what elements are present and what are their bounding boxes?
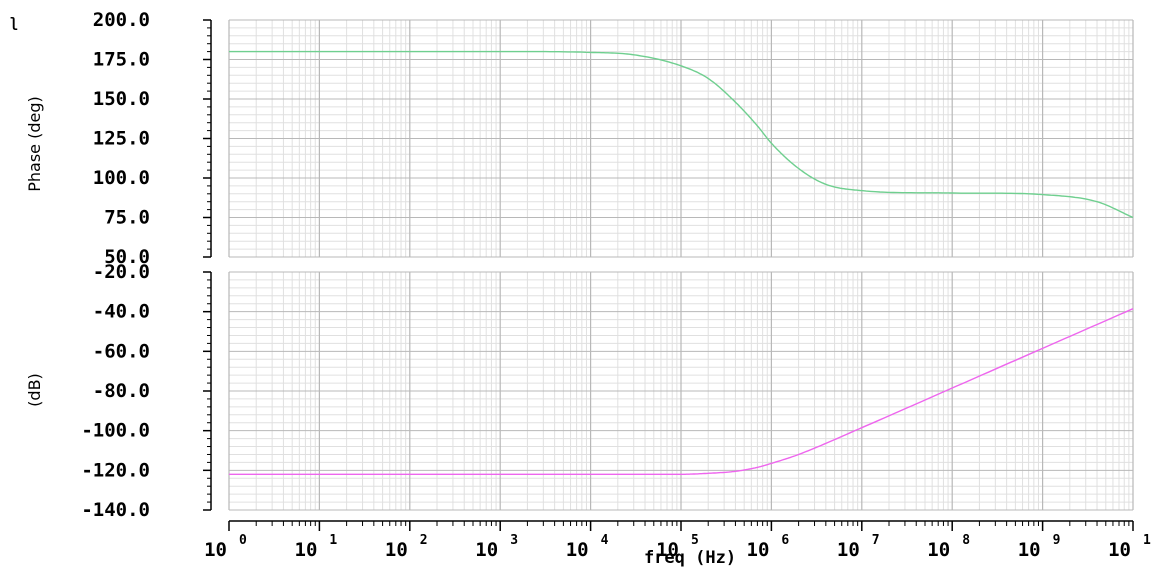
x-tick-label-base: 10 [475, 539, 498, 561]
x-tick-label-exponent: 4 [601, 533, 609, 548]
magnitude-series-line [229, 308, 1134, 475]
x-tick-label-exponent: 7 [872, 533, 880, 548]
magnitude-y-tick-labels: -20.0 -40.0 -60.0 -80.0 -100.0 -120.0 -140.0 [81, 261, 150, 521]
x-tick-label-base: 10 [747, 539, 770, 561]
y-tick-label: 175.0 [93, 49, 150, 71]
magnitude-y-axis [203, 271, 212, 511]
y-tick-label: 150.0 [93, 88, 150, 110]
phase-y-axis [203, 19, 212, 258]
y-tick-label: -20.0 [93, 261, 150, 283]
y-tick-label: 125.0 [93, 128, 150, 150]
x-tick-label-exponent: 2 [420, 533, 428, 548]
x-axis-title: freq (Hz) [644, 548, 736, 568]
x-tick-label-exponent: 0 [239, 533, 247, 548]
phase-grid [228, 19, 1134, 258]
y-tick-label: -120.0 [81, 459, 150, 481]
corner-glyph: ʅ [10, 16, 18, 31]
phase-y-tick-labels: 200.0 175.0 150.0 125.0 100.0 75.0 50.0 [93, 9, 150, 268]
x-tick-label-exponent: 1 [1143, 533, 1151, 548]
y-tick-label: -40.0 [93, 301, 150, 323]
x-tick-label-exponent: 5 [691, 533, 699, 548]
x-tick-label-base: 10 [656, 539, 679, 561]
y-tick-label: -140.0 [81, 499, 150, 521]
x-tick-label-exponent: 9 [1053, 533, 1061, 548]
y-tick-label: -80.0 [93, 380, 150, 402]
magnitude-grid [228, 271, 1134, 511]
x-tick-label-base: 10 [204, 539, 227, 561]
phase-series-line [229, 50, 1134, 219]
x-tick-label-base: 10 [837, 539, 860, 561]
y-tick-label: 100.0 [93, 167, 150, 189]
phase-y-axis-title: Phase (deg) [25, 96, 44, 192]
y-tick-label: -60.0 [93, 340, 150, 362]
x-tick-label-exponent: 3 [510, 533, 518, 548]
x-tick-label-base: 10 [1018, 539, 1041, 561]
x-tick-label-exponent: 6 [781, 533, 789, 548]
x-tick-label-exponent: 8 [962, 533, 970, 548]
x-tick-label-base: 10 [295, 539, 318, 561]
x-tick-label-base: 10 [1108, 539, 1131, 561]
y-tick-label: 50.0 [104, 246, 150, 268]
x-tick-label-base: 10 [927, 539, 950, 561]
x-tick-label-base: 10 [566, 539, 589, 561]
y-tick-label: 200.0 [93, 9, 150, 31]
x-axis [228, 520, 1134, 531]
x-tick-label-exponent: 1 [329, 533, 337, 548]
magnitude-y-axis-title: (dB) [25, 373, 44, 407]
x-tick-label-base: 10 [385, 539, 408, 561]
x-tick-labels: 10 0 10 1 10 2 10 3 10 4 10 5 10 6 10 7 10 8 10 9 10 1 [204, 533, 1151, 561]
y-tick-label: -100.0 [81, 420, 150, 442]
y-tick-label: 75.0 [104, 207, 150, 229]
